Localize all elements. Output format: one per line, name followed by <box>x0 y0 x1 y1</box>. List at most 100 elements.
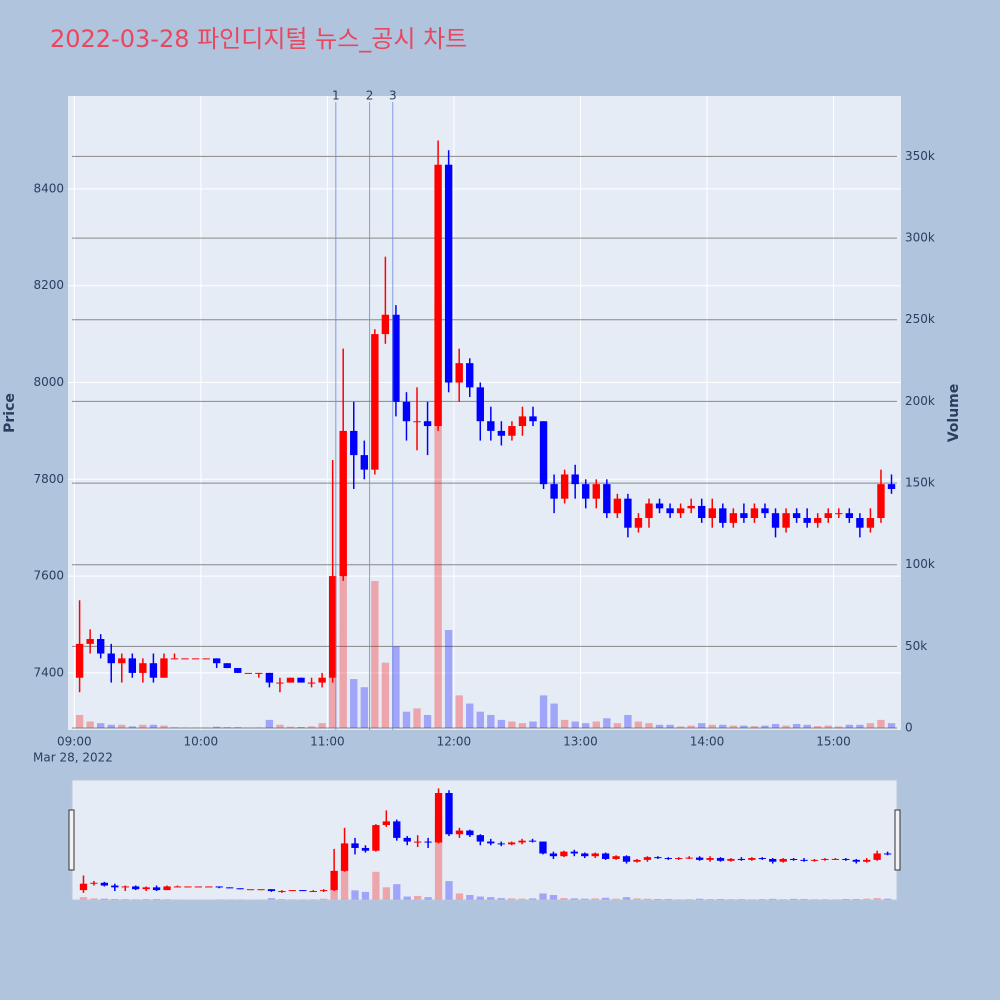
candle-body <box>476 387 484 422</box>
slider-candle-body <box>487 841 495 844</box>
candle-body <box>761 508 769 514</box>
slider-volume-bar <box>434 819 443 900</box>
candle-body <box>582 484 590 499</box>
candle-body <box>455 363 463 383</box>
volume-bar <box>771 723 780 729</box>
slider-candle-body <box>633 859 641 862</box>
volume-bar <box>887 723 896 729</box>
candle-body <box>824 513 832 519</box>
slider-candle-body <box>883 853 892 855</box>
x-tick-label: 13:00 <box>563 735 598 749</box>
slider-volume-bar <box>487 897 495 900</box>
volume-bar <box>761 725 769 729</box>
news-label: 1 <box>332 89 340 103</box>
volume-bar <box>508 721 516 729</box>
x-tick-label: 10:00 <box>184 735 219 749</box>
candle-body <box>645 503 653 519</box>
slider-candle-body <box>309 891 317 893</box>
volume-bar <box>550 703 558 729</box>
slider-candle-body <box>173 886 182 888</box>
x-tick-label: 11:00 <box>310 735 345 749</box>
volume-bar <box>782 725 790 729</box>
volume-bar <box>444 630 453 729</box>
slider-volume-bar <box>424 897 432 900</box>
slider-candle-body <box>132 886 140 890</box>
volume-bar <box>529 721 537 729</box>
slider-handle-left[interactable] <box>68 809 75 871</box>
slider-volume-bar <box>706 899 714 900</box>
volume-bar <box>413 708 421 729</box>
slider-candle-body <box>236 888 244 890</box>
slider-candle-body <box>257 889 265 891</box>
candle-body <box>771 513 780 528</box>
volume-bar <box>455 695 463 729</box>
candle-body <box>339 430 347 577</box>
slider-volume-bar <box>267 898 276 900</box>
candle-body <box>371 334 379 470</box>
slider-candle-body <box>476 835 484 842</box>
x-tick-label: 09:00 <box>57 735 92 749</box>
slider-candle-body <box>361 847 370 851</box>
candle-body <box>75 643 84 678</box>
y2-tick-label: 350k <box>905 149 935 163</box>
slider-volume-bar <box>152 899 161 900</box>
volume-bar <box>118 724 126 729</box>
slider-candle-body <box>675 858 683 860</box>
volume-bar <box>381 662 390 729</box>
candle-body <box>613 498 622 514</box>
range-slider[interactable] <box>71 779 898 901</box>
slider-candle-body <box>100 882 109 886</box>
slider-candle-body <box>706 858 714 860</box>
slider-volume-bar <box>518 898 526 900</box>
slider-handle-right[interactable] <box>894 809 901 871</box>
candle-body <box>729 513 738 523</box>
slider-volume-bar <box>278 899 286 900</box>
slider-candle-body <box>184 886 192 888</box>
candle-body <box>265 672 274 683</box>
candle-body <box>508 426 516 436</box>
candle-body <box>381 314 390 335</box>
slider-volume-bar <box>121 899 129 900</box>
candle-body <box>750 508 759 519</box>
slider-volume-bar <box>340 868 349 900</box>
slider-volume-bar <box>361 891 370 900</box>
candle-body <box>497 430 506 436</box>
slider-volume-bar <box>633 898 641 900</box>
slider-candle-body <box>330 870 338 891</box>
volume-bar <box>255 727 263 729</box>
candle-body <box>719 508 727 523</box>
y-tick-label: 7600 <box>33 569 64 583</box>
candle-body <box>402 401 411 422</box>
chart-title: 2022-03-28 파인디지털 뉴스_공시 차트 <box>50 25 467 53</box>
slider-candle-body <box>215 886 223 888</box>
slider-candle-body <box>90 882 98 884</box>
candle-body <box>518 416 527 427</box>
volume-bar <box>139 724 147 729</box>
candle-body <box>118 658 126 664</box>
candle-body <box>128 658 137 673</box>
volume-bar <box>708 724 716 729</box>
news-label: 3 <box>389 89 397 103</box>
slider-candle-body <box>810 859 819 861</box>
candle-body <box>866 518 875 528</box>
candle-body <box>423 421 432 427</box>
slider-candle-body <box>800 859 808 861</box>
candle-body <box>255 672 263 674</box>
candle-body <box>328 576 337 678</box>
slider-volume-bar <box>581 898 589 900</box>
slider-volume-bar <box>466 894 474 900</box>
volume-bar <box>645 723 653 729</box>
slider-volume-bar <box>393 884 401 900</box>
volume-bar <box>392 646 400 729</box>
slider-candle-body <box>622 856 631 862</box>
volume-bar <box>265 719 274 729</box>
volume-bar <box>223 727 231 729</box>
volume-bar <box>824 725 832 729</box>
y-tick-label: 8000 <box>33 375 64 389</box>
slider-candle-body <box>549 853 558 857</box>
y2-tick-label: 300k <box>905 231 935 245</box>
slider-candle-body <box>863 859 871 862</box>
slider-candle-body <box>111 885 119 888</box>
slider-candle-body <box>121 886 129 888</box>
candle-body <box>803 518 811 523</box>
